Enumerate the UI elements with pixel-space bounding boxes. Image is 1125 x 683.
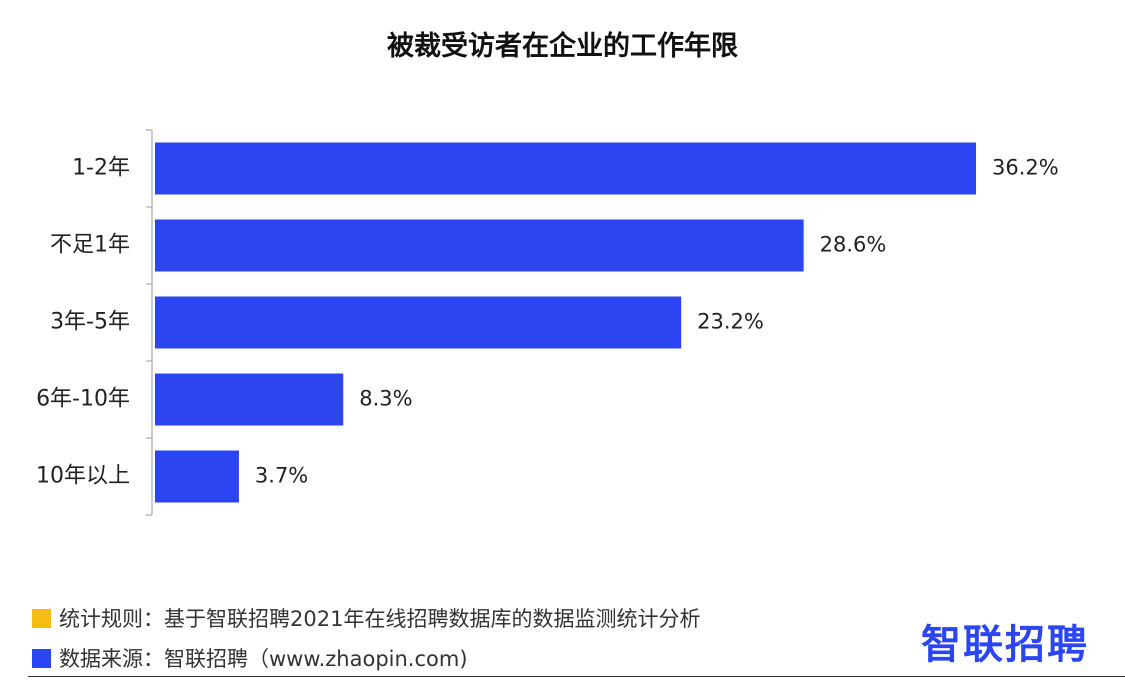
source-marker-square — [32, 648, 51, 668]
category-label: 1-2年 — [72, 156, 130, 181]
statistics-rule-text: 统计规则：基于智联招聘2021年在线招聘数据库的数据监测统计分析 — [59, 607, 701, 631]
value-label: 8.3% — [359, 387, 412, 411]
category-label: 3年-5年 — [50, 310, 130, 335]
value-label: 23.2% — [697, 310, 764, 334]
category-label: 10年以上 — [36, 464, 130, 489]
bar — [155, 142, 976, 195]
statistics-rule-note: 统计规则：基于智联招聘2021年在线招聘数据库的数据监测统计分析 — [32, 603, 700, 633]
value-label: 28.6% — [820, 233, 887, 257]
bar-chart: 1-2年 36.2% 不足1年 28.6% 3年-5年 23.2% 6年-10年 8.3% 10… — [36, 129, 1059, 516]
category-label: 不足1年 — [50, 233, 130, 258]
data-source-note: 数据来源：智联招聘（www.zhaopin.com) — [32, 643, 468, 673]
value-label: 3.7% — [255, 464, 308, 488]
chart-title: 被裁受访者在企业的工作年限 — [387, 31, 738, 62]
bar — [155, 296, 682, 349]
bar — [155, 219, 804, 272]
bar — [155, 450, 239, 503]
category-label: 6年-10年 — [36, 387, 130, 412]
bar — [155, 373, 344, 426]
bottom-divider — [28, 676, 1125, 677]
data-source-text: 数据来源：智联招聘（www.zhaopin.com) — [59, 647, 468, 671]
value-label: 36.2% — [992, 156, 1059, 180]
rule-marker-square — [32, 608, 51, 628]
zhaopin-logo: 智联招聘 — [921, 622, 1089, 668]
